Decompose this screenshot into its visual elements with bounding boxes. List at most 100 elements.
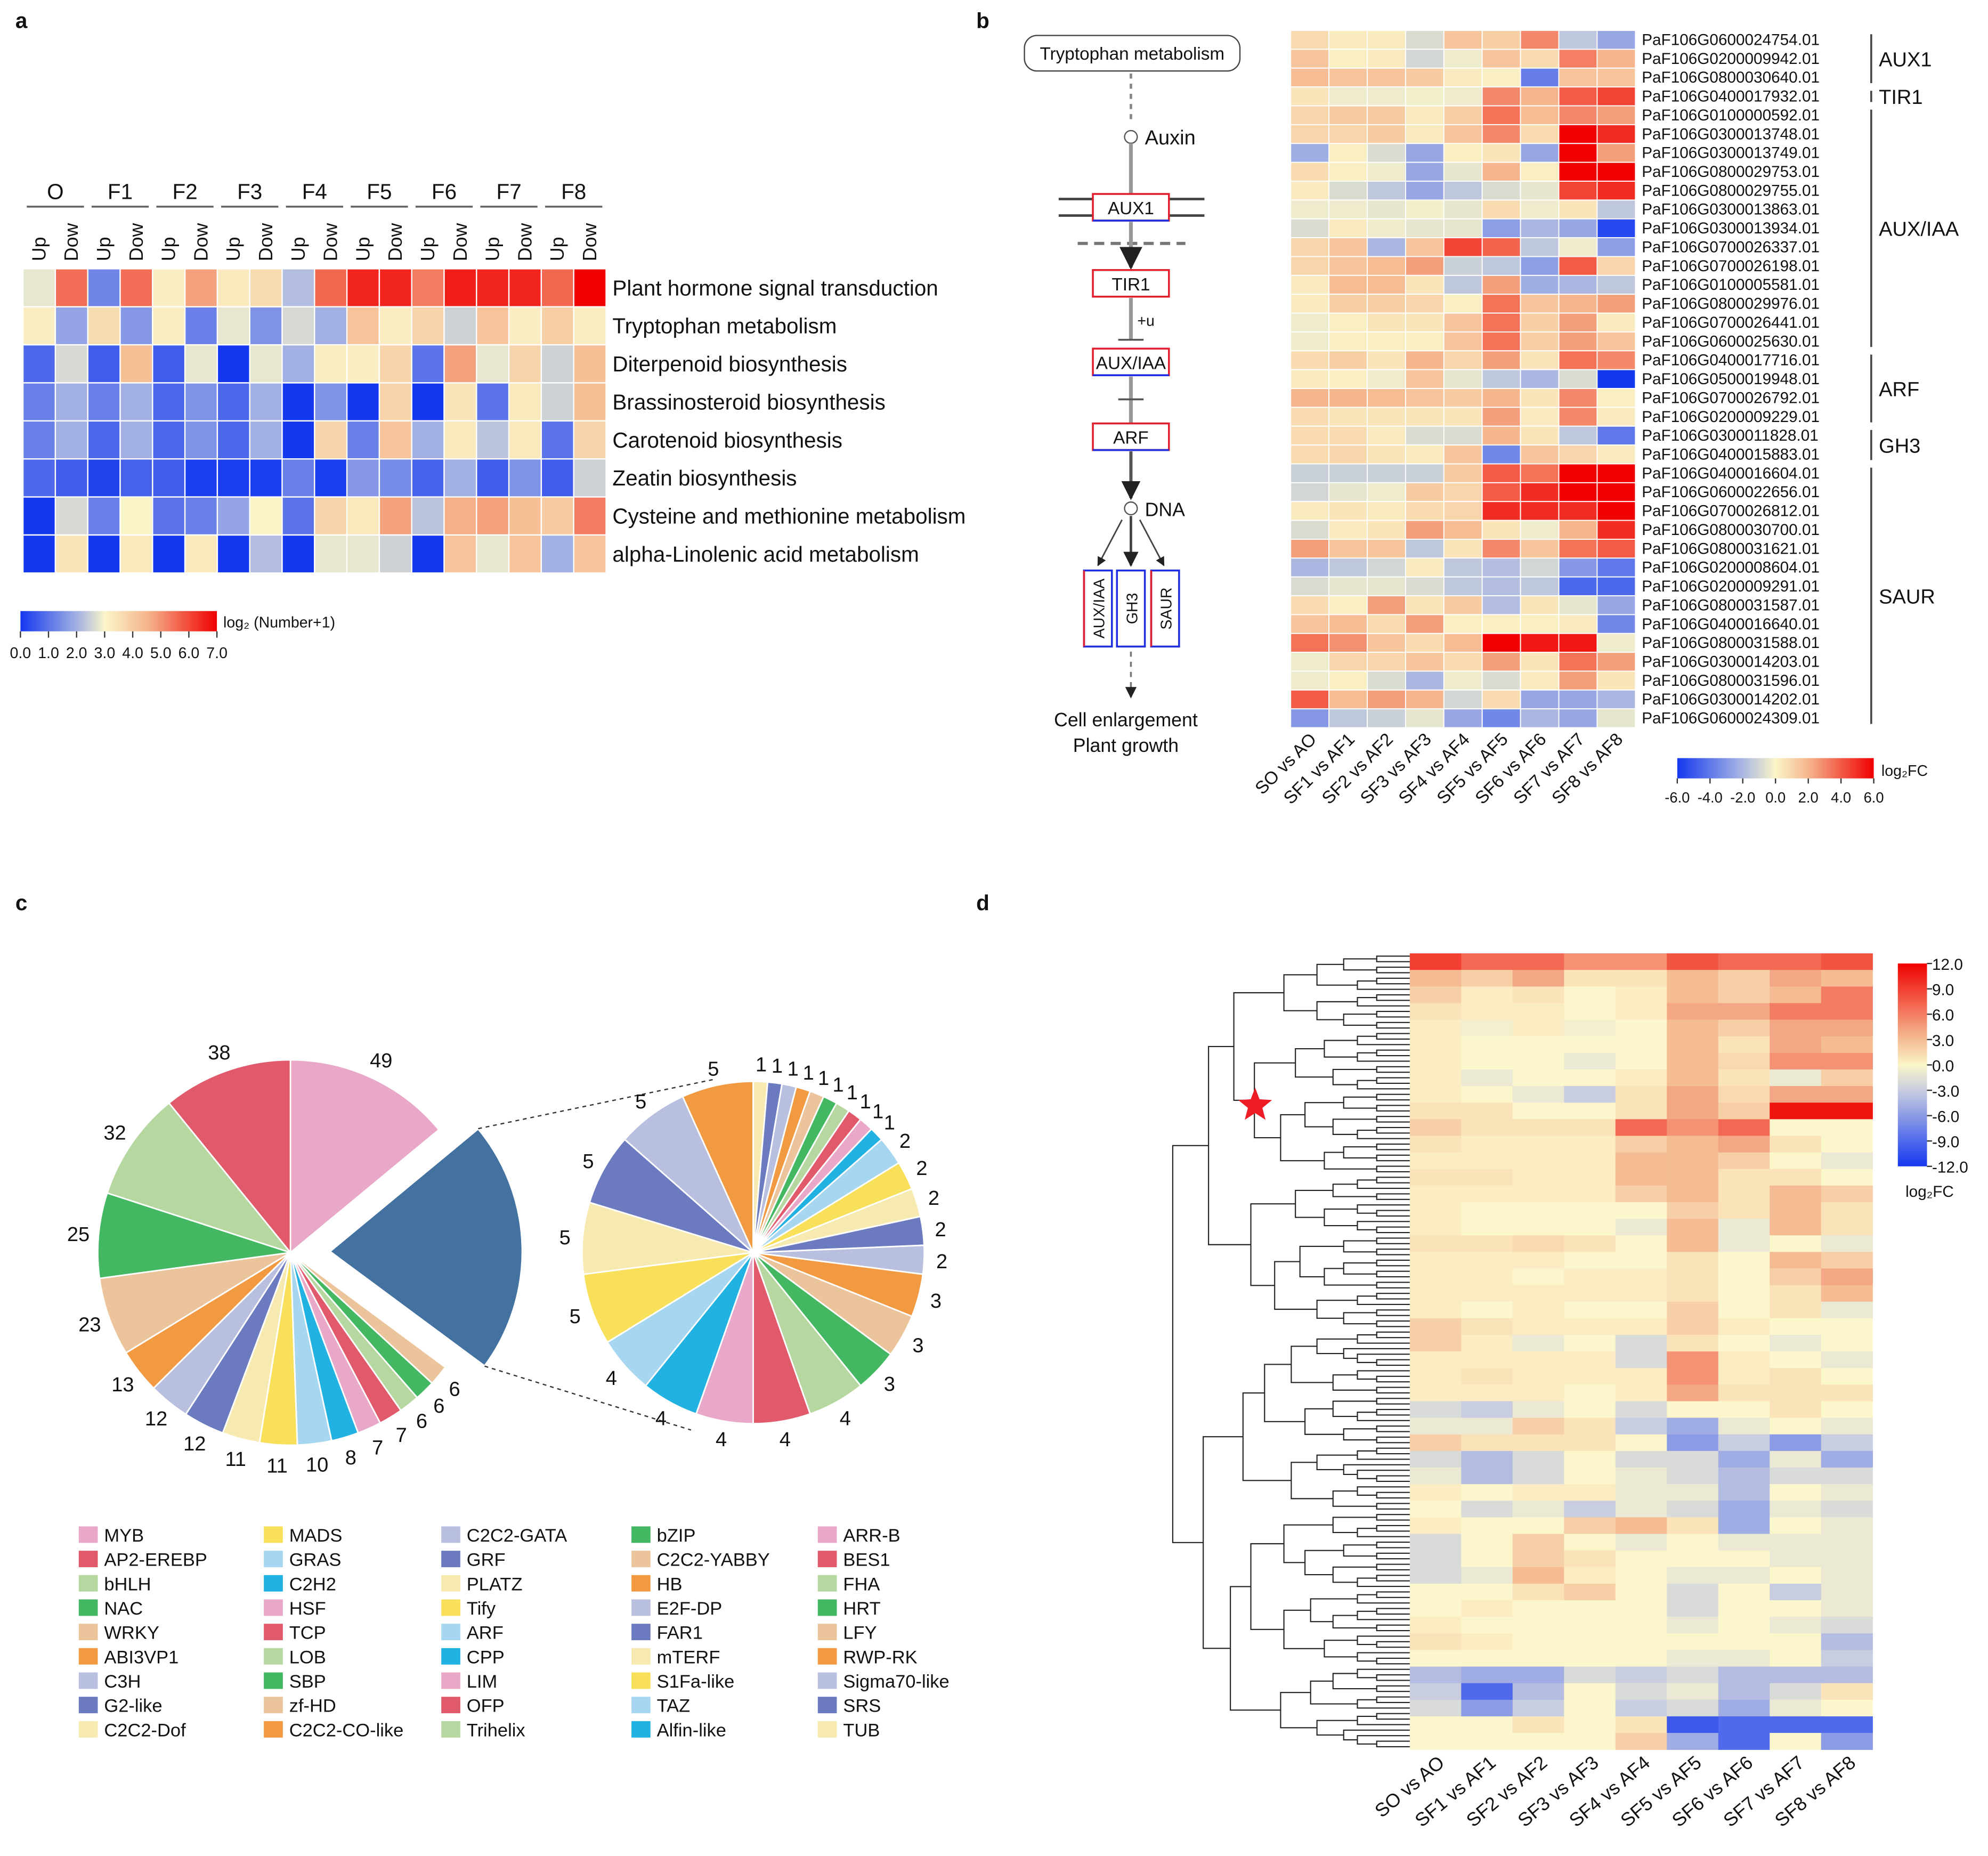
dendrogram-branch [1376, 1525, 1410, 1532]
tir1-label: TIR1 [1111, 275, 1150, 295]
heatmap-cell [1615, 1252, 1667, 1269]
heatmap-cell [1328, 463, 1368, 483]
heatmap-cell [1461, 1417, 1513, 1435]
dendrogram-branch [1376, 1492, 1410, 1499]
heatmap-cell [1520, 576, 1560, 596]
dendrogram-branch [1376, 1375, 1410, 1383]
dendrogram-branch [1376, 1436, 1410, 1444]
heatmap-cell [1405, 294, 1445, 314]
heatmap-cell [1596, 143, 1636, 163]
heatmap-cell [1328, 425, 1368, 446]
heatmap-cell [1328, 256, 1368, 276]
heatmap-cell [1443, 124, 1483, 144]
heatmap-cell [1481, 312, 1521, 333]
heatmap-cell [216, 458, 250, 498]
dendrogram-branch [1376, 1398, 1410, 1405]
heatmap-cell [1409, 1733, 1462, 1750]
colorbar-tick-label: -12.0 [1932, 1159, 1968, 1177]
heatmap-cell [1405, 407, 1445, 427]
heatmap-cell [1367, 86, 1406, 107]
heatmap-cell [1520, 425, 1560, 446]
heatmap-cell [1409, 1219, 1462, 1236]
heatmap-cell [314, 458, 348, 498]
heatmap-cell [1667, 1069, 1719, 1087]
heatmap-cell [1821, 1384, 1873, 1402]
heatmap-cell [1409, 1334, 1462, 1352]
heatmap-cell [1718, 986, 1770, 1004]
dendrogram-branch [1357, 980, 1410, 990]
heatmap-cell [1564, 1600, 1616, 1617]
legend-label: RWP-RK [843, 1647, 917, 1667]
dendrogram-branch [1376, 1259, 1410, 1267]
legend-swatch [78, 1551, 98, 1568]
heatmap-cell [1443, 369, 1483, 389]
heatmap-cell [1667, 1052, 1719, 1070]
heatmap-cell [1596, 161, 1636, 182]
dendrogram-branch [1376, 1575, 1410, 1582]
heatmap-cell [1615, 1052, 1667, 1070]
auxiaa-box [1092, 347, 1170, 376]
heatmap-cell [1481, 218, 1521, 239]
heatmap-cell [1443, 652, 1483, 672]
heatmap-cell [1564, 1334, 1616, 1352]
group-header: F8 [561, 180, 586, 204]
aux1-label: AUX1 [1108, 199, 1154, 218]
gene-label: PaF106G0300013934.01 [1642, 220, 1820, 237]
gene-label: PaF106G0400015883.01 [1642, 445, 1820, 463]
heatmap-cell [1821, 1301, 1873, 1319]
heatmap-cell [281, 382, 315, 422]
heatmap-cell [1770, 1600, 1822, 1617]
heatmap-cell [1564, 1185, 1616, 1203]
dendrogram-branch [1376, 977, 1410, 985]
heatmap-cell [249, 344, 283, 384]
heatmap-cell [1409, 1368, 1462, 1385]
dendrogram-branch [1376, 1210, 1410, 1217]
heatmap-cell [1520, 614, 1560, 634]
heatmap-cell [1615, 953, 1667, 970]
heatmap-cell [1770, 1716, 1822, 1733]
heatmap-cell [1520, 652, 1560, 672]
heatmap-cell [54, 420, 88, 460]
heatmap-cell [1443, 595, 1483, 615]
heatmap-cell [1461, 1185, 1513, 1203]
heatmap-cell [1405, 181, 1445, 201]
heatmap-cell [1718, 970, 1770, 987]
heatmap-cell [1564, 1318, 1616, 1335]
group-header: F2 [173, 180, 198, 204]
heatmap-cell [1461, 1103, 1513, 1120]
heatmap-cell [54, 344, 88, 384]
out-gh3-label: GH3 [1124, 593, 1141, 625]
dendrogram-branch [1376, 1049, 1410, 1057]
heatmap-cell [1821, 1666, 1873, 1684]
heatmap-cell [1409, 1285, 1462, 1302]
heatmap-cell [378, 344, 412, 384]
row-label: Zeatin biosynthesis [612, 466, 797, 490]
heatmap-cell [1443, 520, 1483, 540]
heatmap-cell [1512, 1550, 1565, 1568]
heatmap-cell [1770, 1069, 1822, 1087]
heatmap-cell [1328, 388, 1368, 408]
heatmap-cell [1461, 1235, 1513, 1253]
dendrogram-branch [1376, 1447, 1410, 1455]
heatmap-cell [1512, 1052, 1565, 1070]
heatmap-cell [1481, 482, 1521, 503]
heatmap-cell [1667, 1019, 1719, 1037]
heatmap-cell [1564, 1401, 1616, 1419]
heatmap-cell [1770, 1733, 1822, 1750]
heatmap-cell [411, 306, 445, 346]
heatmap-cell [1520, 463, 1560, 483]
heatmap-cell [1615, 1152, 1667, 1170]
panel-label-a: a [15, 8, 28, 33]
heatmap-cell [314, 268, 348, 307]
dendrogram-branch [1283, 1524, 1333, 1563]
dendrogram-branch [1376, 1685, 1410, 1692]
pathway-source-box [1024, 35, 1241, 72]
heatmap-cell [1409, 970, 1462, 987]
heatmap-cell [1481, 463, 1521, 483]
pie-value-label: 2 [935, 1219, 946, 1241]
pathway-source: Tryptophan metabolism [1040, 44, 1224, 64]
legend-label: SBP [289, 1672, 326, 1692]
heatmap-cell [1512, 1484, 1565, 1501]
heatmap-cell [1405, 30, 1445, 50]
heatmap-cell [1821, 1086, 1873, 1103]
